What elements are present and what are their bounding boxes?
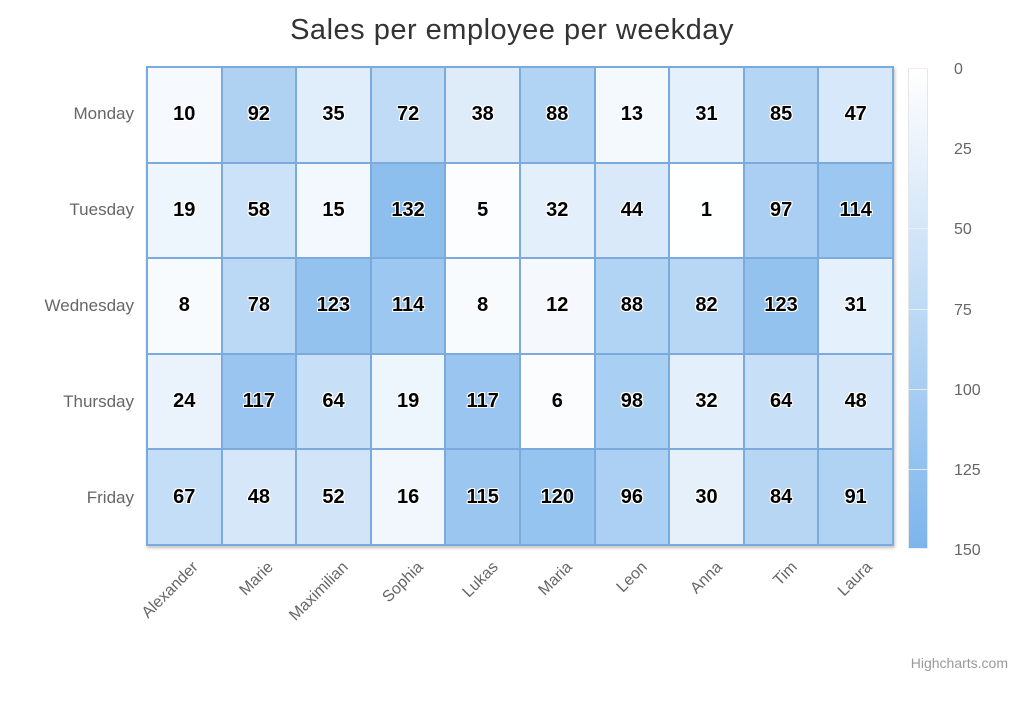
highcharts-credit-link[interactable]: Highcharts.com: [910, 655, 1008, 671]
y-axis-label: Thursday: [63, 392, 134, 411]
heatmap-cell[interactable]: 123: [744, 259, 818, 353]
heatmap-cell[interactable]: 5: [446, 163, 519, 258]
heatmap-cell[interactable]: 52: [297, 450, 370, 544]
heatmap-cell[interactable]: 24: [148, 354, 221, 449]
y-axis-label: Friday: [86, 488, 134, 507]
heatmap-cell[interactable]: 114: [819, 163, 892, 258]
heatmap-cell[interactable]: 47: [819, 68, 892, 162]
heatmap-cell[interactable]: 1: [670, 163, 743, 258]
y-axis-label: Tuesday: [69, 200, 134, 219]
heatmap-cell[interactable]: 12: [520, 259, 594, 353]
heatmap-cell[interactable]: 88: [520, 68, 594, 162]
color-axis-label: 100: [954, 381, 981, 399]
heatmap-cell[interactable]: 30: [670, 450, 743, 544]
heatmap-cell[interactable]: 67: [148, 450, 221, 544]
heatmap-cell[interactable]: 8: [446, 259, 519, 353]
color-axis-label: 75: [954, 301, 972, 319]
heatmap-cell[interactable]: 97: [744, 163, 818, 258]
color-axis-label: 0: [954, 61, 963, 78]
heatmap-cell[interactable]: 115: [446, 450, 519, 544]
heatmap-cell[interactable]: 132: [371, 163, 445, 258]
heatmap-cell[interactable]: 32: [520, 163, 594, 258]
heatmap-plot: 10 92 35 72 38 88 13 31 85 47 19 58 15 132 5 32 44 1 97 114…: [146, 66, 894, 546]
heatmap-cell[interactable]: 35: [297, 68, 370, 162]
color-axis-label: 50: [954, 221, 972, 239]
color-axis-tick: [908, 388, 928, 390]
heatmap-cell[interactable]: 92: [222, 68, 296, 162]
heatmap-cell[interactable]: 48: [819, 354, 892, 449]
heatmap-cell[interactable]: 32: [670, 354, 743, 449]
heatmap-cell[interactable]: 96: [595, 450, 669, 544]
heatmap-cell[interactable]: 19: [148, 163, 221, 258]
heatmap-cell[interactable]: 31: [670, 68, 743, 162]
heatmap-cell[interactable]: 58: [222, 163, 296, 258]
heatmap-cell[interactable]: 31: [819, 259, 892, 353]
heatmap-cell[interactable]: 6: [520, 354, 594, 449]
heatmap-cell[interactable]: 98: [595, 354, 669, 449]
heatmap-cell[interactable]: 85: [744, 68, 818, 162]
color-axis-label: 25: [954, 141, 972, 159]
heatmap-cell[interactable]: 91: [819, 450, 892, 544]
heatmap-cell[interactable]: 48: [222, 450, 296, 544]
heatmap-cell[interactable]: 114: [371, 259, 445, 353]
heatmap-cell[interactable]: 13: [595, 68, 669, 162]
heatmap-cell[interactable]: 44: [595, 163, 669, 258]
heatmap-cell[interactable]: 117: [446, 354, 519, 449]
heatmap-cell[interactable]: 117: [222, 354, 296, 449]
heatmap-cell[interactable]: 120: [520, 450, 594, 544]
heatmap-cell[interactable]: 72: [371, 68, 445, 162]
color-axis-tick: [908, 468, 928, 470]
chart-title: Sales per employee per weekday: [290, 14, 734, 46]
color-axis-tick: [908, 148, 928, 150]
y-axis-label: Wednesday: [44, 296, 134, 315]
x-axis-label: Laura: [834, 558, 876, 600]
heatmap-cell[interactable]: 16: [371, 450, 445, 544]
color-axis-tick: [908, 548, 928, 549]
heatmap-cell[interactable]: 64: [297, 354, 370, 449]
heatmap-cell[interactable]: 123: [297, 259, 370, 353]
heatmap-cell[interactable]: 84: [744, 450, 818, 544]
color-axis-tick: [908, 68, 928, 69]
heatmap-cell[interactable]: 19: [371, 354, 445, 449]
heatmap-cell[interactable]: 82: [670, 259, 743, 353]
heatmap-cell[interactable]: 88: [595, 259, 669, 353]
heatmap-cell[interactable]: 38: [446, 68, 519, 162]
color-axis-tick: [908, 228, 928, 230]
color-axis-label: 150: [954, 542, 981, 559]
color-axis-label: 125: [954, 461, 981, 479]
heatmap-cell[interactable]: 64: [744, 354, 818, 449]
y-axis-label: Monday: [73, 104, 134, 123]
heatmap-cell[interactable]: 10: [148, 68, 221, 162]
color-axis-tick: [908, 308, 928, 310]
heatmap-cell[interactable]: 15: [297, 163, 370, 258]
heatmap-cell[interactable]: 78: [222, 259, 296, 353]
heatmap-cell[interactable]: 8: [148, 259, 221, 353]
